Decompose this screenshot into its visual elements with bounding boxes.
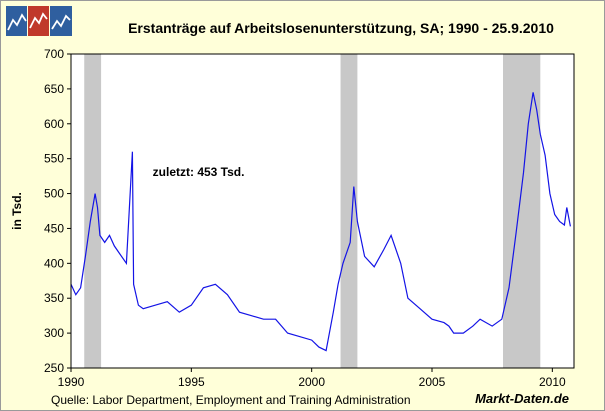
annotation-latest: zuletzt: 453 Tsd. — [153, 165, 245, 179]
y-tick-label-250: 250 — [44, 361, 64, 375]
x-tick-label-2005: 2005 — [419, 375, 446, 389]
y-tick-label-700: 700 — [44, 47, 64, 61]
x-tick-label-2000: 2000 — [298, 375, 325, 389]
y-tick-label-550: 550 — [44, 152, 64, 166]
series-line — [70, 92, 571, 352]
x-tick-label-2010: 2010 — [539, 375, 566, 389]
plot-area — [71, 54, 574, 368]
x-tick-label-1995: 1995 — [178, 375, 205, 389]
logo-icon — [6, 6, 72, 36]
y-axis-label: in Tsd. — [10, 192, 24, 230]
source-note: Quelle: Labor Department, Employment and… — [51, 393, 411, 407]
x-tick-label-1990: 1990 — [58, 375, 85, 389]
y-tick-label-500: 500 — [44, 187, 64, 201]
y-tick-label-400: 400 — [44, 256, 64, 270]
recession-band-3 — [503, 54, 541, 368]
y-tick-label-300: 300 — [44, 326, 64, 340]
recession-band-2 — [340, 54, 358, 368]
y-tick-label-350: 350 — [44, 291, 64, 305]
plot-border — [70, 53, 575, 369]
y-tick-label-600: 600 — [44, 117, 64, 131]
y-tick-label-450: 450 — [44, 221, 64, 235]
y-tick-label-650: 650 — [44, 82, 64, 96]
brand-label: Markt-Daten.de — [475, 391, 569, 406]
chart-title: Erstanträge auf Arbeitslosenunterstützun… — [128, 20, 554, 36]
